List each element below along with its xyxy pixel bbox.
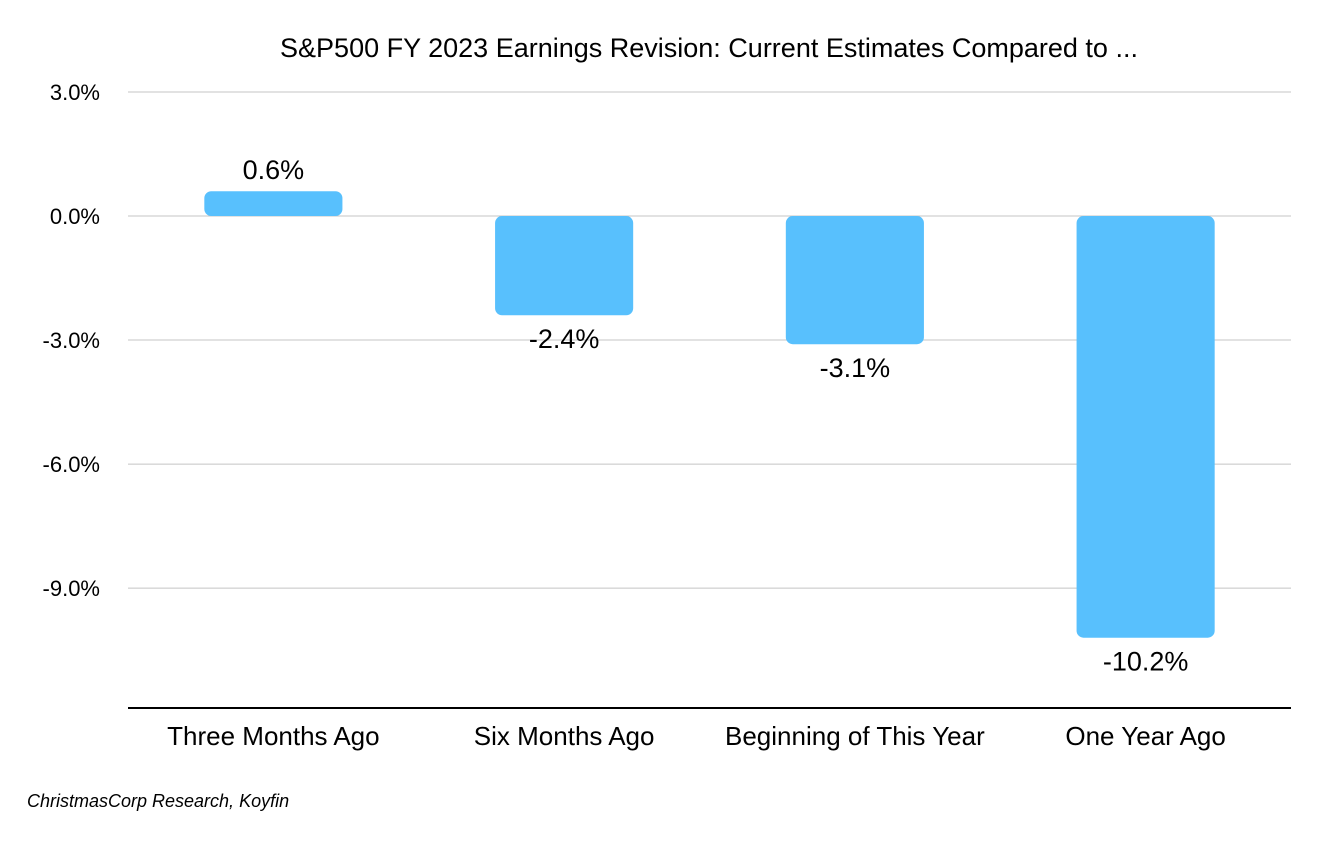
- bar: [204, 191, 343, 217]
- data-label: -3.1%: [820, 353, 891, 383]
- bar: [1076, 216, 1215, 638]
- y-tick-label: -6.0%: [43, 452, 100, 477]
- x-tick-label: Three Months Ago: [167, 721, 379, 751]
- y-tick-label: -9.0%: [43, 576, 100, 601]
- data-label: -10.2%: [1103, 647, 1189, 677]
- data-label: 0.6%: [243, 155, 305, 185]
- source-note: ChristmasCorp Research, Koyfin: [27, 791, 290, 811]
- x-tick-label: Beginning of This Year: [725, 721, 985, 751]
- y-tick-label: -3.0%: [43, 328, 100, 353]
- bar: [785, 216, 924, 345]
- y-tick-label: 0.0%: [50, 204, 100, 229]
- axes: 3.0% 0.0% -3.0% -6.0% -9.0% Three Months Ago S…: [43, 80, 1291, 751]
- y-tick-label: 3.0%: [50, 80, 100, 105]
- bars: 0.6% -2.4% -3.1% -10.2%: [204, 155, 1215, 677]
- data-label: -2.4%: [529, 324, 600, 354]
- x-tick-label: Six Months Ago: [474, 721, 655, 751]
- x-tick-label: One Year Ago: [1065, 721, 1225, 751]
- bar: [495, 216, 634, 316]
- chart-title: S&P500 FY 2023 Earnings Revision: Curren…: [280, 33, 1138, 63]
